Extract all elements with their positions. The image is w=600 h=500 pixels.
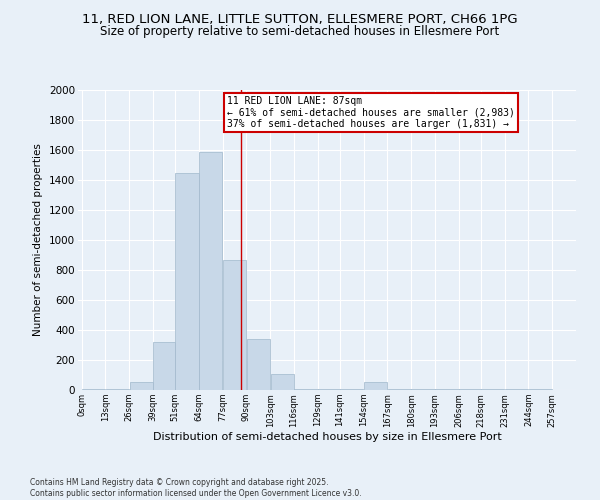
Bar: [364, 382, 387, 390]
Bar: [505, 389, 528, 390]
Y-axis label: Number of semi-detached properties: Number of semi-detached properties: [34, 144, 43, 336]
Bar: [340, 389, 364, 390]
Bar: [388, 389, 411, 390]
Bar: [529, 389, 552, 390]
Text: 11, RED LION LANE, LITTLE SUTTON, ELLESMERE PORT, CH66 1PG: 11, RED LION LANE, LITTLE SUTTON, ELLESM…: [82, 12, 518, 26]
Bar: [271, 374, 294, 390]
Bar: [130, 382, 153, 390]
Bar: [412, 389, 435, 390]
Text: Size of property relative to semi-detached houses in Ellesmere Port: Size of property relative to semi-detach…: [100, 25, 500, 38]
X-axis label: Distribution of semi-detached houses by size in Ellesmere Port: Distribution of semi-detached houses by …: [152, 432, 502, 442]
Bar: [199, 152, 223, 390]
Bar: [106, 389, 129, 390]
Bar: [481, 389, 505, 390]
Bar: [435, 389, 458, 390]
Text: 11 RED LION LANE: 87sqm
← 61% of semi-detached houses are smaller (2,983)
37% of: 11 RED LION LANE: 87sqm ← 61% of semi-de…: [227, 96, 515, 129]
Bar: [223, 260, 246, 390]
Bar: [175, 172, 199, 390]
Text: Contains HM Land Registry data © Crown copyright and database right 2025.
Contai: Contains HM Land Registry data © Crown c…: [30, 478, 362, 498]
Bar: [154, 342, 175, 390]
Bar: [318, 389, 340, 390]
Bar: [459, 389, 481, 390]
Bar: [82, 389, 105, 390]
Bar: [247, 339, 270, 390]
Bar: [295, 389, 317, 390]
